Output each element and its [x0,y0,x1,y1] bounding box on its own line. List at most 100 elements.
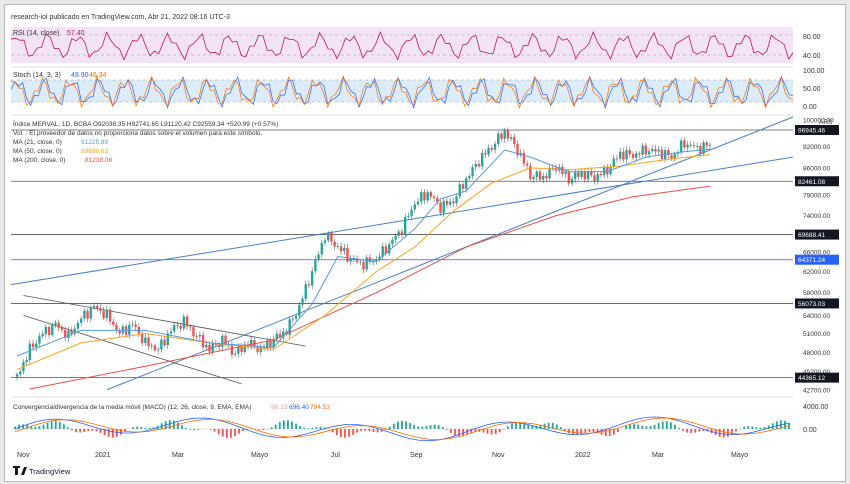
candle-body [156,349,160,351]
macd-bar [221,429,224,437]
macd-bar [535,425,538,429]
candle-body [57,322,60,328]
price-label-box [795,298,839,309]
macd-bar [172,420,175,429]
price-tick-label: 100000.00 [803,118,834,125]
candle-body [628,149,631,155]
candle-body [477,163,481,167]
stoch-k-value: 49.90 [71,72,89,79]
macd-bar [678,427,680,429]
candle-body [41,334,44,337]
candle-body [54,322,57,325]
rsi-line [10,30,794,61]
time-tick-label: 2021 [95,452,111,459]
stoch-level-0: 0.00 [803,104,817,111]
candle-body [86,310,89,319]
macd-bar [58,421,61,429]
macd-bar [368,429,371,432]
time-axis: Nov 2021 Mar Mayo Jul Sep Nov 2022 Mar Mayo [17,452,748,459]
macd-bar [111,429,114,438]
candle-body [705,142,708,146]
macd-bar [62,424,65,429]
macd-bar [588,429,591,433]
candle-body [644,145,648,155]
candle-body [654,148,657,152]
candle-body [683,140,686,148]
candle-body [529,165,532,180]
candle-body [359,261,362,263]
stoch-d-line [10,75,794,109]
macd-bar [710,429,713,433]
candle-body [471,167,474,176]
candle-body [269,340,272,348]
macd-bar [653,424,656,429]
candle-body [667,150,670,156]
candle-body [516,144,519,156]
macd-bar [75,429,78,433]
price-label-text: 96945.46 [798,127,825,134]
macd-bar [401,420,403,429]
candle-body [89,307,92,319]
candle-body [38,336,41,344]
macd-bar [83,429,86,433]
time-tick-label: Nov [492,452,505,459]
macd-bar [735,429,737,432]
macd-bar [189,429,192,430]
candle-body [394,235,397,240]
candle-body [25,359,28,363]
candle-body [198,334,202,337]
macd-bar [397,421,399,429]
macd-bar [470,429,473,434]
macd-line [14,416,790,442]
ma50-value: 89696.63 [81,148,108,155]
macd-bar [323,427,326,429]
candle-body [670,155,673,159]
candle-body [272,339,275,348]
macd-bar [22,424,25,429]
macd-bar [99,429,102,433]
candle-body [140,333,144,344]
candle-body [391,239,394,245]
candle-body [490,147,494,150]
horizontal-levels [11,129,793,379]
macd-bar [79,429,82,433]
candle-body [44,326,48,335]
chart-canvas[interactable]: research-iol publicado en TradingView.co… [5,5,845,481]
price-tick-label: 42700.00 [803,387,830,394]
candle-body [580,171,583,177]
candle-body [67,330,70,338]
candle-body [102,310,105,319]
candle-body [118,330,121,334]
macd-bar [103,429,106,436]
candle-body [60,327,64,331]
candle-body [256,346,259,352]
price-pane[interactable]: 100000.00 92000.00 86000.00 79000.00 74000.0… [10,116,839,394]
macd-signal-value: 794.53 [310,404,330,411]
candle-body [583,171,587,180]
candle-body [76,322,80,329]
macd-bar [547,422,550,429]
price-label-box [795,124,839,135]
macd-bar [454,429,456,436]
macd-bar [527,424,530,429]
channel-top-line [23,295,306,347]
candle-body [150,345,153,347]
macd-bar [515,422,517,429]
candle-body [416,201,420,205]
candle-body [567,171,571,184]
macd-bar [181,425,183,429]
candle-body [577,172,580,177]
macd-bar [486,429,489,434]
candle-body [442,200,445,213]
candle-body [230,344,234,355]
candle-body [266,340,269,349]
candle-body [506,130,510,139]
price-label-text: 69688.41 [798,232,825,239]
price-label-text: 44365.12 [798,375,825,382]
macd-bar [690,429,693,434]
candle-body [134,324,137,327]
macd-bar [364,429,367,431]
candle-body [432,196,436,199]
candle-body [638,153,641,155]
candle-body [420,192,423,202]
